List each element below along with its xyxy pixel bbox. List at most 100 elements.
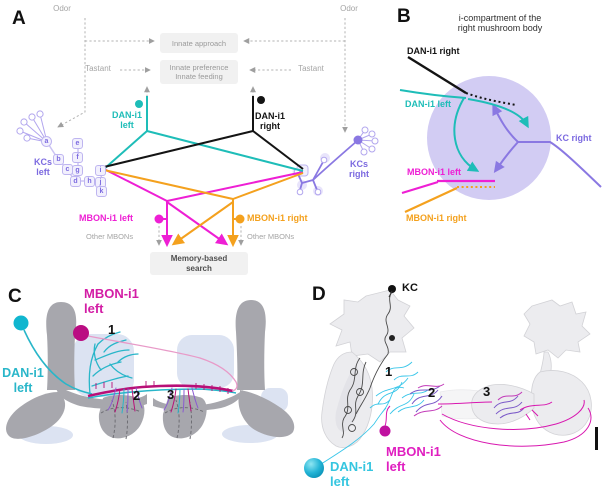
c-dan-arbor [88,331,139,395]
c-num-2: 2 [133,388,141,403]
kcs-left-line1: KCs [33,157,52,167]
panel-d-artwork [304,285,598,478]
kcs-right-line1: KCs [349,159,368,169]
d-scale-bar [595,427,598,450]
d-mbon-label: MBON-i1 left [386,444,441,474]
d-dan-line2: left [330,474,350,489]
b-dan-to-kc-arrow [467,98,529,129]
panel-a-label: A [12,8,26,29]
d-dan-label: DAN-i1 left [330,459,373,489]
compartment-circle [427,76,551,200]
c-dan-label: DAN-i1 left [0,366,46,396]
d-kc-label: KC [402,282,418,294]
d-num-2: 2 [428,385,436,400]
d-kc-skeleton [341,291,393,439]
b-mbon-left-label: MBON-i1 left [407,167,461,177]
mbon-left-lines [103,168,304,248]
tastant-left-label: Tastant [85,64,111,73]
panel-d-label: D [312,284,326,305]
c-band-ticks [95,381,229,394]
c-dan-line2: left [13,381,33,395]
d-mbon-line1: MBON-i1 [386,444,441,459]
memory-search-text-2: search [186,263,212,273]
mbon-left-soma [154,214,164,224]
c-dan-soma [13,315,29,331]
d-num-3: 3 [483,384,491,399]
dan-i1-right-line1: DAN-i1 [254,111,285,121]
c-mbon-line2: left [84,301,104,316]
d-kc-soma [388,285,396,293]
b-dan-right-label: DAN-i1 right [407,46,460,56]
kc-right-neuron [292,126,379,196]
d-dan-line1: DAN-i1 [330,459,374,474]
kc-node-b: b [53,154,64,165]
mbon-i1-right-label-a: MBON-i1 right [247,213,308,223]
innate-approach-box: Innate approach [160,33,238,53]
other-mbons-left-label: Other MBONs [86,232,134,241]
innate-preference-text: Innate preference [169,63,229,72]
odor-left-label: Odor [53,4,71,13]
d-num-1: 1 [385,364,393,379]
c-num-3: 3 [167,387,175,402]
b-dan-left-line [399,89,467,99]
c-mbon-label: MBON-i1 left [84,286,139,316]
b-mbon-left-line [401,179,495,195]
dan-right-soma [257,96,265,104]
d-mbon-axon-loops [384,399,592,447]
c-mbon-line1: MBON-i1 [84,286,139,301]
innate-preference-box: Innate preference Innate feeding [160,60,238,84]
d-right-mesh [471,299,592,436]
b-dan-right-line [407,55,467,95]
panel-b-artwork [399,55,602,213]
d-tangle-2 [409,383,445,417]
memory-search-box: Memory-based search [150,252,248,275]
c-mbon-soma [73,325,89,341]
b-kc-right-label: KC right [556,133,592,143]
d-tangle-3 [493,391,525,419]
kc-node-h: h [84,176,95,187]
kc-node-i: i [95,165,106,176]
dan-left-soma [135,100,143,108]
kcs-left-line2: left [36,167,50,178]
dan-i1-right-line2: right [260,121,280,132]
mbon-right-soma [235,214,245,224]
panel-b-label: B [397,6,411,27]
kc-node-d: d [70,176,81,187]
d-mbon-line2: left [386,459,406,474]
c-gray-lobes [6,300,295,439]
dan-right-lines [103,96,304,170]
kc-node-g: g [72,165,83,176]
c-dan-neurite [23,329,93,395]
c-mbon-contralateral-arc [87,335,238,392]
kcs-left-label: KCs left [19,157,67,178]
b-mbon-right-line [404,187,458,213]
c-dan-line1: DAN-i1 [2,366,44,380]
dan-i1-left-label-a: DAN-i1 left [99,110,155,131]
innate-approach-text: Innate approach [171,38,227,48]
b-kc-to-dan-arrow [492,103,519,143]
kc-node-a: a [41,136,52,147]
d-mbon-soma [379,425,391,437]
dan-i1-left-line2: left [120,120,134,131]
odor-right-label: Odor [340,4,358,13]
dan-left-lines [103,96,304,172]
kc-node-e: e [72,138,83,149]
panel-c-label: C [8,286,22,307]
dan-i1-right-label-a: DAN-i1 right [242,111,298,132]
b-title-line2: right mushroom body [457,23,543,34]
kcs-right-line2: right [349,169,369,180]
b-title-line1: i-compartment of the [458,13,542,23]
b-title: i-compartment of the right mushroom body [450,13,550,34]
innate-feeding-text: Innate feeding [175,72,223,81]
kc-left-claws [16,110,48,143]
b-kc-to-mbon-arrow [493,141,519,174]
dashed-arrows [57,18,348,246]
memory-search-text-1: Memory-based [170,253,228,263]
d-dan-soma [304,458,324,478]
kcs-right-label: KCs right [335,159,383,180]
b-dan-to-mbon-arrow [453,97,480,172]
c-tuft-2 [107,387,143,414]
b-kc-line [518,141,602,188]
mbon-right-lines [103,169,304,248]
